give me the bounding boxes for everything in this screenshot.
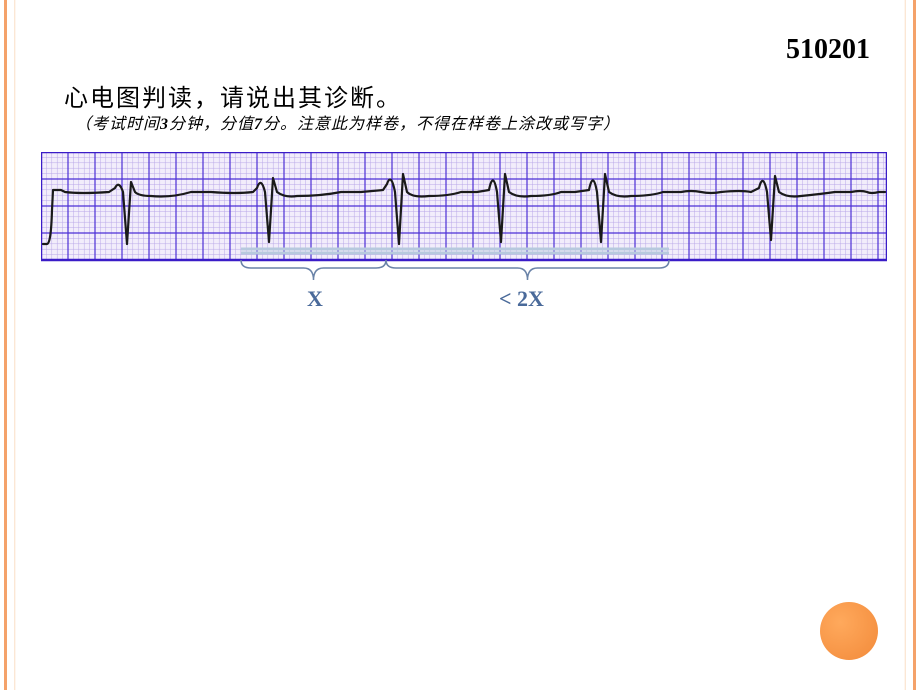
annotation-label-2x: < 2X bbox=[499, 286, 544, 312]
slide-code: 510201 bbox=[786, 34, 870, 66]
ecg-chart bbox=[41, 152, 887, 260]
subtitle-prefix: （考试时间 bbox=[75, 116, 160, 133]
ecg-svg bbox=[41, 152, 887, 312]
accent-dot-icon bbox=[820, 602, 878, 660]
subtitle-score: 7 bbox=[254, 116, 263, 133]
slide-frame-inner-left bbox=[14, 0, 16, 690]
question-subtitle: （考试时间3分钟，分值7分。注意此为样卷，不得在样卷上涂改或写字） bbox=[75, 110, 620, 134]
subtitle-suffix: 分。注意此为样卷，不得在样卷上涂改或写字） bbox=[263, 116, 620, 133]
slide-frame-inner-right bbox=[904, 0, 906, 690]
question-title: 心电图判读，请说出其诊断。 bbox=[64, 78, 402, 113]
annotation-label-x: X bbox=[307, 286, 323, 312]
subtitle-time: 3 bbox=[160, 116, 169, 133]
subtitle-mid: 分钟，分值 bbox=[169, 116, 254, 133]
